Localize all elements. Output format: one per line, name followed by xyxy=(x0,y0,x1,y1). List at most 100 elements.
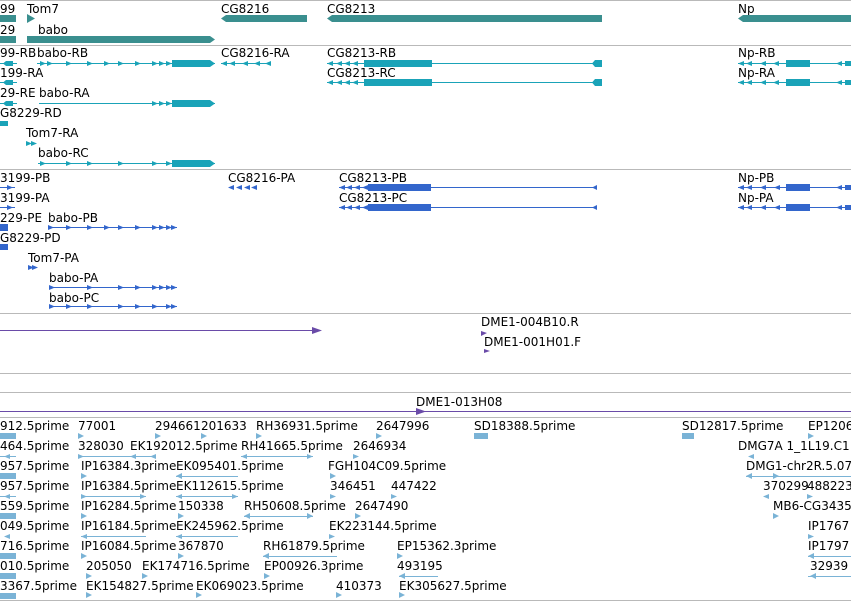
est-label[interactable]: SD18388.5prime xyxy=(474,419,576,433)
est-label[interactable]: 559.5prime xyxy=(0,499,70,513)
transcript-label[interactable]: Np-RB xyxy=(738,46,776,60)
gene-label[interactable]: Tom7 xyxy=(27,2,59,16)
est-label[interactable]: RH61879.5prime xyxy=(263,539,365,553)
est-label[interactable]: IP1767 xyxy=(808,519,850,533)
est-label[interactable]: 346451 xyxy=(330,479,376,493)
clone-label[interactable]: DME1-004B10.R xyxy=(481,315,579,329)
est-label[interactable]: 957.5prime xyxy=(0,479,70,493)
est-label[interactable]: IP16184.5prime xyxy=(81,519,177,533)
transcript-label[interactable]: babo-RA xyxy=(39,86,90,100)
est-label[interactable]: 447422 xyxy=(391,479,437,493)
protein-label[interactable]: Np-PB xyxy=(738,171,775,185)
protein-label[interactable]: CG8213-PC xyxy=(339,191,408,205)
est-label[interactable]: 957.5prime xyxy=(0,459,70,473)
protein-label[interactable]: CG8216-PA xyxy=(228,171,296,185)
transcript-label[interactable]: 29-RE xyxy=(0,86,36,100)
est-label[interactable]: 049.5prime xyxy=(0,519,70,533)
gene-label[interactable]: babo xyxy=(38,23,68,37)
clone-label[interactable]: DME1-013H08 xyxy=(416,395,503,409)
gene-label[interactable]: 29 xyxy=(0,23,16,37)
est-label[interactable]: 464.5prime xyxy=(0,439,70,453)
transcript-label[interactable]: CG8213-RB xyxy=(327,46,397,60)
gene-label[interactable]: 99 xyxy=(0,2,16,16)
est-label[interactable]: FGH104C09.5prime xyxy=(328,459,447,473)
protein-label[interactable]: babo-PA xyxy=(49,271,99,285)
est-label[interactable]: EK112615.5prime xyxy=(176,479,284,493)
transcript-exons[interactable] xyxy=(0,60,851,167)
protein-label[interactable]: babo-PC xyxy=(49,291,100,305)
protein-label[interactable]: Tom7-PA xyxy=(28,251,79,265)
est-label[interactable]: 010.5prime xyxy=(0,559,70,573)
protein-exons[interactable] xyxy=(0,184,851,309)
protein-label[interactable]: 229-PE xyxy=(0,211,43,225)
gene-arrow[interactable] xyxy=(27,14,35,23)
est-label[interactable]: 150338 xyxy=(178,499,224,513)
est-label[interactable]: IP16284.5prime xyxy=(81,499,177,513)
transcript-label[interactable]: Np-RA xyxy=(738,66,775,80)
est-label[interactable]: RH36931.5prime xyxy=(256,419,358,433)
protein-label[interactable]: Np-PA xyxy=(738,191,774,205)
gene-bar[interactable] xyxy=(738,15,851,22)
est-label[interactable]: SD12817.5prime xyxy=(682,419,784,433)
transcript-label[interactable]: CG8216-RA xyxy=(221,46,290,60)
est-label[interactable]: 2647996 xyxy=(376,419,430,433)
est-label[interactable]: DMG1-chr2R.5.07 xyxy=(746,459,851,473)
gene-bar[interactable] xyxy=(0,15,16,22)
gene-label[interactable]: Np xyxy=(738,2,755,16)
gene-bar[interactable] xyxy=(327,15,602,22)
protein-label[interactable]: 3199-PA xyxy=(0,191,50,205)
est-label[interactable]: EK095401.5prime xyxy=(176,459,284,473)
est-label[interactable]: MB6-CG3435 xyxy=(773,499,851,513)
gene-label[interactable]: CG8213 xyxy=(327,2,376,16)
est-label[interactable]: 2646934 xyxy=(353,439,407,453)
est-label[interactable]: 77001 xyxy=(78,419,117,433)
transcript-label[interactable]: 199-RA xyxy=(0,66,44,80)
est-label[interactable]: 493195 xyxy=(397,559,443,573)
est-label[interactable]: 410373 xyxy=(336,579,382,593)
est-label[interactable]: 2647490 xyxy=(355,499,409,513)
est-label[interactable]: 3367.5prime xyxy=(0,579,77,593)
est-label[interactable]: EK192012.5prime xyxy=(130,439,238,453)
est-label[interactable]: RH50608.5prime xyxy=(244,499,346,513)
transcript-label[interactable]: 99-RB xyxy=(0,46,37,60)
protein-label[interactable]: CG8213-PB xyxy=(339,171,408,185)
est-label[interactable]: EK223144.5prime xyxy=(329,519,437,533)
clone-ends[interactable] xyxy=(312,327,490,415)
est-label[interactable]: 912.5prime xyxy=(0,419,70,433)
est-label[interactable]: RH41665.5prime xyxy=(241,439,343,453)
gene-bar[interactable] xyxy=(221,15,307,22)
est-label[interactable]: IP1797 xyxy=(808,539,850,553)
est-label[interactable]: EP15362.3prime xyxy=(397,539,497,553)
gene-label[interactable]: CG8216 xyxy=(221,2,270,16)
est-label[interactable]: EK154827.5prime xyxy=(86,579,194,593)
est-label[interactable]: DMG7A 1_1L19.C1 xyxy=(738,439,850,453)
transcript-label[interactable]: G8229-RD xyxy=(0,106,62,120)
est-label[interactable]: EP00926.3prime xyxy=(264,559,364,573)
est-label[interactable]: 205050 xyxy=(86,559,132,573)
est-label[interactable]: 716.5prime xyxy=(0,539,70,553)
est-label[interactable]: EK245962.5prime xyxy=(176,519,284,533)
est-label[interactable]: 367870 xyxy=(178,539,224,553)
transcript-label[interactable]: babo-RC xyxy=(38,146,89,160)
gene-bar[interactable] xyxy=(0,36,16,43)
est-reads[interactable] xyxy=(0,433,816,599)
est-label[interactable]: EK174716.5prime xyxy=(142,559,250,573)
est-label[interactable]: IP16384.3prime xyxy=(81,459,177,473)
est-label[interactable]: 32939 xyxy=(810,559,849,573)
clone-label[interactable]: DME1-001H01.F xyxy=(484,335,582,349)
protein-label[interactable]: G8229-PD xyxy=(0,231,61,245)
gene-bar[interactable] xyxy=(27,36,215,43)
est-label[interactable]: 328030 xyxy=(78,439,124,453)
est-label[interactable]: IP16384.5prime xyxy=(81,479,177,493)
transcript-label[interactable]: babo-RB xyxy=(37,46,89,60)
transcript-label[interactable]: CG8213-RC xyxy=(327,66,396,80)
est-label[interactable]: EK305627.5prime xyxy=(399,579,507,593)
est-label[interactable]: 370299 xyxy=(763,479,809,493)
est-label[interactable]: 201633 xyxy=(201,419,247,433)
protein-label[interactable]: 3199-PB xyxy=(0,171,51,185)
est-label[interactable]: EP1206 xyxy=(808,419,851,433)
est-label[interactable]: 488223 xyxy=(807,479,851,493)
est-label[interactable]: IP16084.5prime xyxy=(81,539,177,553)
est-label[interactable]: 294661 xyxy=(155,419,201,433)
transcript-label[interactable]: Tom7-RA xyxy=(26,126,79,140)
